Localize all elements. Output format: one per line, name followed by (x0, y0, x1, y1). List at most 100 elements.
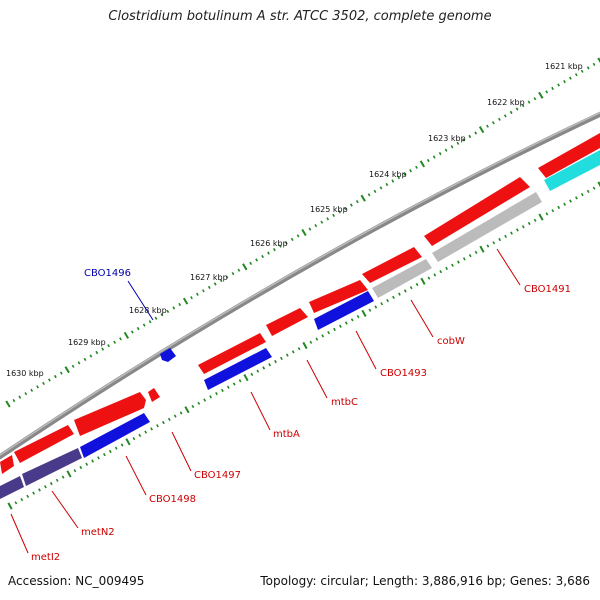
minor-tick (356, 314, 360, 319)
minor-tick (215, 392, 218, 396)
minor-tick (509, 110, 513, 115)
accession-text: Accession: NC_009495 (8, 574, 145, 588)
minor-tick (71, 364, 75, 368)
minor-tick (107, 344, 110, 348)
minor-tick (12, 398, 16, 403)
minor-tick (280, 356, 283, 360)
minor-tick (309, 340, 313, 344)
minor-tick (256, 369, 260, 373)
minor-tick (426, 158, 430, 163)
minor-tick (492, 121, 495, 125)
gene-label-cobw: cobW (437, 336, 465, 347)
minor-tick (338, 210, 341, 214)
minor-tick (474, 131, 478, 135)
minor-tick (569, 199, 572, 203)
minor-tick (409, 169, 412, 173)
minor-tick (586, 66, 590, 70)
major-tick (420, 277, 426, 285)
minor-tick (285, 353, 289, 357)
minor-tick (55, 478, 59, 482)
gene-label-cbo1491: CBO1491 (524, 284, 571, 295)
minor-tick (97, 456, 100, 460)
minor-tick (403, 172, 406, 176)
gene-label-metn2: metN2 (81, 527, 115, 538)
minor-tick (468, 134, 472, 139)
minor-tick (385, 182, 389, 187)
minor-tick (563, 79, 566, 84)
inner-tick-ring (7, 181, 600, 510)
minor-tick (173, 414, 177, 418)
minor-tick (209, 395, 212, 399)
minor-tick (427, 276, 431, 280)
major-tick (66, 470, 72, 478)
minor-tick (545, 90, 549, 94)
minor-tick (586, 189, 590, 194)
minor-tick (250, 372, 254, 377)
minor-tick (262, 366, 266, 370)
gene-label-cbo1493: CBO1493 (380, 368, 427, 379)
minor-tick (486, 124, 489, 128)
minor-tick (380, 302, 384, 306)
minor-tick (232, 382, 236, 386)
gene-arrow (148, 388, 160, 402)
gene-label-cbo1498: CBO1498 (149, 494, 196, 505)
minor-tick (433, 273, 437, 277)
kbp-label: 1623 kbp (428, 134, 466, 143)
major-tick (64, 366, 70, 374)
minor-tick (344, 321, 348, 325)
gene-labels: CBO1491 cobW CBO1493 mtbC mtbA CBO1497 C… (31, 268, 571, 563)
minor-tick (221, 388, 224, 393)
minor-tick (38, 488, 41, 492)
minor-tick (95, 350, 99, 355)
minor-tick (101, 347, 105, 351)
major-tick (301, 228, 307, 237)
minor-tick (132, 436, 136, 441)
minor-tick (59, 371, 63, 375)
major-tick (125, 438, 131, 446)
minor-tick (226, 385, 230, 389)
gene-arrow (372, 259, 432, 298)
major-tick (242, 263, 248, 271)
minor-tick (297, 347, 301, 351)
minor-tick (474, 250, 478, 255)
minor-tick (450, 145, 454, 149)
gene-arrow (424, 177, 530, 246)
minor-tick (30, 388, 34, 392)
minor-tick (296, 234, 300, 238)
gene-label-mtba: mtbA (273, 429, 300, 440)
minor-tick (114, 446, 118, 450)
minor-tick (249, 261, 253, 266)
major-tick (538, 91, 544, 99)
minor-tick (569, 76, 572, 80)
minor-tick (24, 392, 28, 396)
minor-tick (190, 296, 193, 300)
gene-arrow (309, 280, 368, 313)
minor-tick (492, 241, 496, 245)
kbp-labels: 1621 kbp 1622 kbp 1623 kbp 1624 kbp 1625… (6, 62, 583, 378)
minor-tick (308, 227, 312, 231)
minor-tick (267, 251, 270, 255)
minor-tick (32, 491, 35, 495)
minor-tick (592, 186, 596, 190)
minor-tick (545, 212, 549, 216)
minor-tick (103, 453, 106, 457)
major-tick (7, 502, 13, 510)
gene-label-mtbc: mtbC (331, 397, 358, 408)
major-tick (597, 57, 600, 63)
minor-tick (49, 481, 53, 486)
minor-tick (551, 86, 554, 91)
kbp-label: 1629 kbp (68, 338, 106, 347)
minor-tick (154, 316, 158, 320)
minor-tick (355, 199, 359, 204)
minor-tick (386, 298, 389, 303)
minor-tick (415, 165, 418, 169)
minor-tick (498, 237, 502, 242)
minor-tick (379, 186, 383, 190)
minor-tick (504, 234, 507, 238)
minor-tick (439, 270, 443, 274)
minor-tick (36, 385, 39, 389)
minor-tick (444, 148, 448, 152)
minor-tick (167, 417, 171, 421)
kbp-label: 1624 kbp (369, 170, 407, 179)
gene-arrow (22, 448, 82, 486)
